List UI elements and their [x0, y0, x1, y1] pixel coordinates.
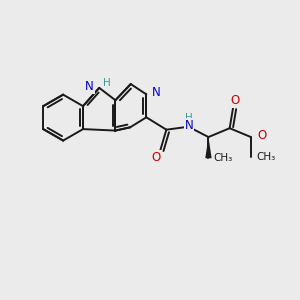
Text: CH₃: CH₃ [256, 152, 275, 162]
Text: O: O [152, 151, 161, 164]
Text: O: O [257, 129, 267, 142]
Text: CH₃: CH₃ [214, 153, 233, 163]
Text: H: H [103, 78, 111, 88]
Text: O: O [230, 94, 239, 107]
Text: N: N [185, 119, 194, 132]
Polygon shape [205, 137, 212, 158]
Text: H: H [185, 113, 193, 124]
Text: N: N [152, 86, 161, 99]
Text: N: N [85, 80, 94, 93]
